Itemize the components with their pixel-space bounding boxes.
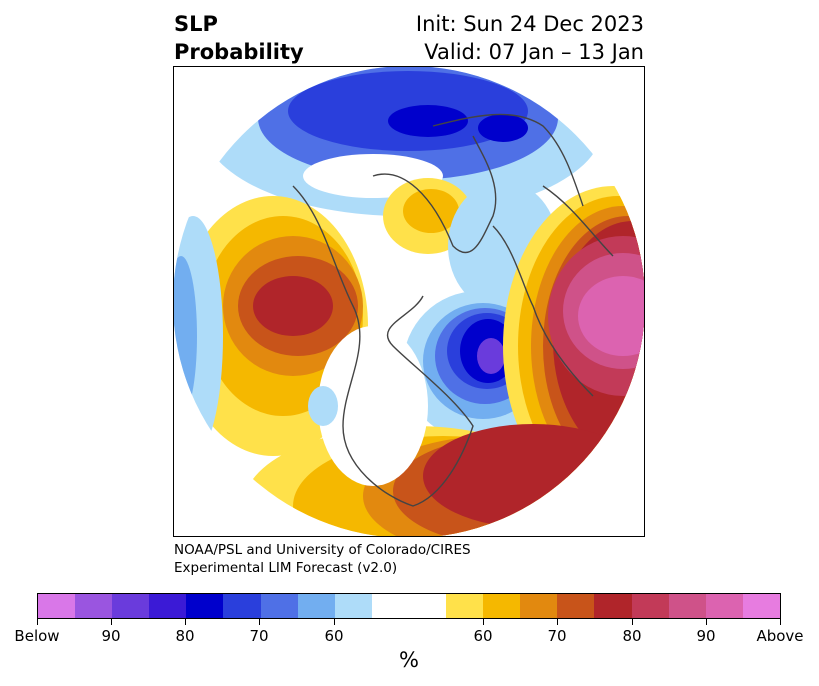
colorbar-segment — [631, 594, 669, 618]
colorbar-tick-label: Above — [756, 627, 804, 645]
colorbar-tick-label: 70 — [249, 627, 269, 645]
colorbar-tick-label: 80 — [175, 627, 195, 645]
colorbar-tick — [334, 619, 335, 625]
colorbar-tick — [780, 619, 781, 625]
colorbar-segment — [112, 594, 150, 618]
colorbar-tick-label: 90 — [696, 627, 716, 645]
colorbar-segment — [668, 594, 706, 618]
map-frame — [173, 66, 645, 537]
polar-map — [173, 66, 645, 537]
valid-range: Valid: 07 Jan – 13 Jan — [424, 40, 644, 64]
colorbar-segment — [38, 594, 76, 618]
colorbar-tick — [483, 619, 484, 625]
colorbar — [37, 593, 781, 619]
credit-text: NOAA/PSL and University of Colorado/CIRE… — [174, 541, 471, 577]
coastlines — [292, 113, 614, 507]
colorbar-segment — [186, 594, 224, 618]
colorbar-tick — [259, 619, 260, 625]
credit-line-2: Experimental LIM Forecast (v2.0) — [174, 560, 398, 576]
colorbar-segment — [742, 594, 780, 618]
colorbar-segment — [334, 594, 372, 618]
colorbar-tick — [185, 619, 186, 625]
colorbar-segment — [446, 594, 484, 618]
title-type: Probability — [174, 40, 304, 64]
colorbar-tick — [37, 619, 38, 625]
colorbar-tick — [706, 619, 707, 625]
colorbar-segment — [260, 594, 298, 618]
title-variable: SLP — [174, 12, 218, 36]
colorbar-tick-label: 60 — [324, 627, 344, 645]
init-date: Init: Sun 24 Dec 2023 — [415, 12, 644, 36]
colorbar-tick — [632, 619, 633, 625]
colorbar-tick-label: Below — [14, 627, 60, 645]
colorbar-tick-label: 80 — [622, 627, 642, 645]
credit-line-1: NOAA/PSL and University of Colorado/CIRE… — [174, 542, 471, 558]
colorbar-tick — [111, 619, 112, 625]
colorbar-tick-label: 70 — [547, 627, 567, 645]
colorbar-segment — [223, 594, 261, 618]
map-title: SLP Probability — [174, 10, 304, 66]
colorbar-segment — [149, 594, 187, 618]
colorbar-segment — [483, 594, 521, 618]
colorbar-segment — [297, 594, 335, 618]
colorbar-segment — [594, 594, 632, 618]
colorbar-segment — [75, 594, 113, 618]
colorbar-segment — [705, 594, 743, 618]
colorbar-segment — [557, 594, 595, 618]
colorbar-unit: % — [399, 648, 419, 672]
colorbar-tick-label: 60 — [473, 627, 493, 645]
colorbar-tick-label: 90 — [101, 627, 121, 645]
colorbar-segment — [371, 594, 447, 618]
colorbar-tick — [557, 619, 558, 625]
colorbar-segment — [520, 594, 558, 618]
forecast-dates: Init: Sun 24 Dec 2023 Valid: 07 Jan – 13… — [416, 10, 644, 66]
